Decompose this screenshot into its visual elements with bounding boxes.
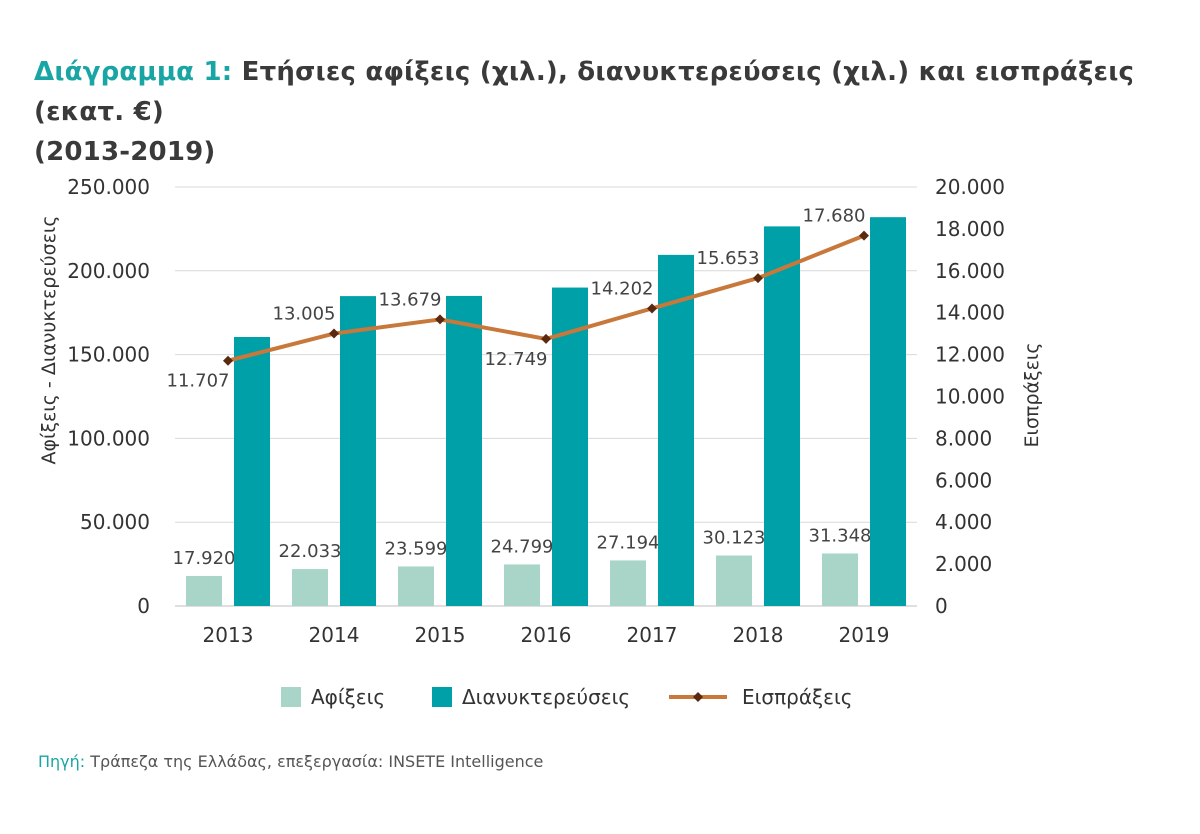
title-line2: (2013-2019) [34, 137, 216, 167]
data-label-arrivals: 17.920 [173, 548, 236, 569]
data-label-receipts: 13.679 [379, 289, 442, 310]
x-tick-label: 2014 [309, 623, 360, 647]
marker-receipts [647, 303, 657, 314]
x-tick-label: 2018 [733, 623, 784, 647]
data-label-arrivals: 30.123 [703, 528, 766, 549]
data-label-arrivals: 22.033 [279, 541, 342, 562]
bar-arrivals [186, 575, 222, 606]
data-label-receipts: 14.202 [591, 278, 654, 299]
y2-tick-label: 12.000 [935, 343, 1005, 367]
bar-overnights [870, 217, 906, 606]
bar-overnights [340, 296, 376, 606]
y-tick-label: 200.000 [67, 259, 150, 283]
y-tick-label: 250.000 [67, 175, 150, 199]
legend-label-overnights: Διανυκτερεύσεις [462, 685, 630, 709]
bar-arrivals [822, 553, 858, 606]
data-label-receipts: 15.653 [697, 248, 760, 269]
y-tick-label: 150.000 [67, 343, 150, 367]
x-tick-label: 2016 [521, 623, 572, 647]
y-tick-label: 0 [137, 594, 150, 618]
x-tick-label: 2019 [839, 623, 890, 647]
marker-receipts [329, 328, 339, 339]
x-tick-label: 2015 [415, 623, 466, 647]
legend-swatch-arrivals [281, 687, 301, 707]
bar-overnights [764, 226, 800, 607]
legend-label-receipts: Εισπράξεις [742, 685, 852, 709]
bar-arrivals [504, 564, 540, 606]
y2-tick-label: 8.000 [935, 426, 992, 450]
marker-receipts [435, 314, 445, 325]
bar-arrivals [398, 566, 434, 606]
y2-tick-label: 0 [935, 594, 948, 618]
marker-receipts [859, 230, 869, 241]
legend-swatch-overnights [432, 687, 452, 707]
marker-receipts [753, 273, 763, 284]
data-label-receipts: 12.749 [485, 349, 548, 370]
legend-label-arrivals: Αφίξεις [311, 685, 385, 709]
y2-tick-label: 2.000 [935, 552, 992, 576]
title-line1: Ετήσιες αφίξεις (χιλ.), διανυκτερεύσεις … [34, 57, 1135, 127]
bar-overnights [234, 337, 270, 606]
y2-tick-label: 14.000 [935, 301, 1005, 325]
bar-overnights [446, 295, 482, 606]
bar-arrivals [716, 555, 752, 606]
bar-arrivals [610, 560, 646, 606]
data-label-receipts: 11.707 [167, 371, 230, 392]
marker-receipts [541, 333, 551, 344]
y2-axis-label: Εισπράξεις [1021, 343, 1043, 448]
data-label-arrivals: 24.799 [491, 536, 554, 557]
source-text: Τράπεζα της Ελλάδας, επεξεργασία: INSETE… [90, 752, 544, 771]
y-axis-label: Αφίξεις - Διανυκτερεύσεις [38, 215, 60, 464]
y-tick-label: 50.000 [80, 510, 150, 534]
bar-overnights [658, 254, 694, 607]
x-tick-label: 2017 [627, 623, 678, 647]
data-label-receipts: 13.005 [273, 304, 336, 325]
data-label-arrivals: 27.194 [597, 532, 660, 553]
data-label-receipts: 17.680 [803, 206, 866, 227]
chart-title: Διάγραμμα 1: Ετήσιες αφίξεις (χιλ.), δια… [34, 52, 1184, 172]
x-tick-label: 2013 [203, 623, 254, 647]
y2-tick-label: 18.000 [935, 217, 1005, 241]
y2-tick-label: 20.000 [935, 175, 1005, 199]
title-prefix: Διάγραμμα 1: [34, 57, 233, 87]
y2-tick-label: 4.000 [935, 510, 992, 534]
bar-arrivals [292, 569, 328, 606]
bar-overnights [552, 287, 588, 606]
source-prefix: Πηγή: [38, 752, 86, 771]
y2-tick-label: 16.000 [935, 259, 1005, 283]
marker-receipts [223, 355, 233, 366]
y-tick-label: 100.000 [67, 426, 150, 450]
y2-tick-label: 6.000 [935, 468, 992, 492]
data-label-arrivals: 23.599 [385, 538, 448, 559]
source-note: Πηγή: Τράπεζα της Ελλάδας, επεξεργασία: … [38, 752, 543, 771]
data-label-arrivals: 31.348 [809, 525, 872, 546]
legend-marker-receipts [693, 692, 703, 702]
y2-tick-label: 10.000 [935, 385, 1005, 409]
